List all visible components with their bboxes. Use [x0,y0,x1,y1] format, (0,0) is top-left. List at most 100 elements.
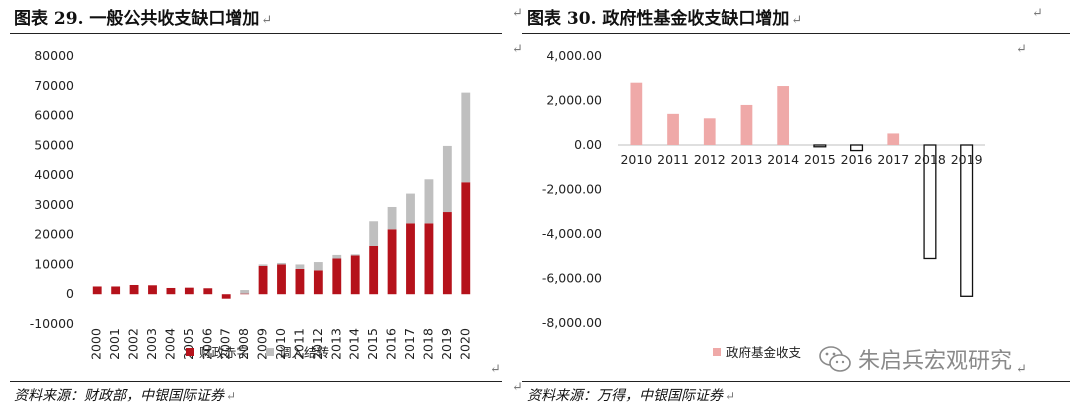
bar-调入结转-2009 [258,264,268,266]
x-tick-label: 2011 [291,328,306,360]
y-tick-label: -10000 [30,316,74,331]
x-tick-label: 2018 [914,152,946,167]
right-source-note: 资料来源：万得，中银国际证券 ↵ [527,388,736,404]
y-tick-label: 4,000.00 [546,48,602,63]
y-tick-label: 50000 [34,137,74,152]
x-tick-label: 2002 [126,328,141,360]
return-mark-icon: ↵ [512,6,523,21]
bar-调入结转-2018 [424,179,434,224]
x-tick-label: 2013 [328,328,343,360]
left-source-rule [10,381,502,382]
x-tick-label: 2020 [457,328,472,360]
x-tick-label: 2003 [144,328,159,360]
bar-2019 [960,144,974,297]
bar-2010 [630,82,643,145]
bar-财政赤字-2004 [166,287,176,295]
bar-2012 [703,118,716,145]
left-chart-title: 图表 29. 一般公共收支缺口增加 ↵ [14,9,273,29]
x-tick-label: 2017 [877,152,909,167]
bar-财政赤字-2007 [221,294,231,299]
bar-财政赤字-2001 [111,286,121,295]
bar-财政赤字-2011 [295,268,305,295]
x-tick-label: 2018 [420,328,435,360]
return-mark-icon: ↵ [512,42,523,57]
return-mark-icon: ↵ [725,389,736,403]
legend-swatch [713,348,721,356]
x-tick-label: 2010 [620,152,652,167]
x-tick-label: 2014 [767,152,799,167]
bar-调入结转-2016 [387,206,397,230]
y-tick-label: 30000 [34,197,74,212]
bar-财政赤字-2020 [461,182,471,295]
y-tick-label: 2,000.00 [546,93,602,108]
right-title-rule [522,33,1070,34]
y-tick-label: 40000 [34,167,74,182]
x-tick-label: 2009 [255,328,270,360]
x-tick-label: 2008 [236,328,251,360]
x-tick-label: 2007 [218,328,233,360]
return-mark-icon: ↵ [226,389,237,403]
y-tick-label: -4,000.00 [542,226,602,241]
return-mark-icon: ↵ [1016,42,1027,57]
x-tick-label: 2016 [384,328,399,360]
bar-调入结转-2008 [240,290,250,294]
bar-财政赤字-2008 [240,293,250,295]
bar-财政赤字-2005 [184,287,194,295]
bar-2014 [777,86,790,145]
y-tick-label: -8,000.00 [542,315,602,330]
legend-label-调入结转: 调入结转 [279,345,329,360]
return-mark-icon: ↵ [1032,6,1043,21]
bar-财政赤字-2010 [277,264,286,295]
x-tick-label: 2011 [657,152,689,167]
bar-调入结转-2012 [313,262,323,271]
bar-财政赤字-2006 [203,288,213,295]
x-tick-label: 2001 [107,328,122,360]
bar-财政赤字-2019 [442,212,452,295]
watermark: 朱启兵宏观研究 [818,343,1012,375]
bar-财政赤字-2014 [350,255,360,295]
bar-调入结转-2011 [295,264,305,269]
bar-2018 [923,144,937,260]
legend-swatch-调入结转 [266,348,274,356]
y-tick-label: 0 [66,286,74,301]
x-tick-label: 2006 [199,328,214,360]
bar-财政赤字-2016 [387,229,397,295]
x-tick-label: 2010 [273,328,288,360]
bar-财政赤字-2002 [129,284,139,295]
return-mark-icon: ↵ [261,13,273,28]
legend-swatch-财政赤字 [186,348,194,356]
y-tick-label: -6,000.00 [542,271,602,286]
y-tick-label: 10000 [34,256,74,271]
bar-财政赤字-2003 [148,285,157,295]
bar-财政赤字-2000 [92,286,102,295]
left-title-rule [10,33,502,34]
bar-财政赤字-2012 [313,270,323,295]
bar-2017 [887,133,900,145]
bar-调入结转-2017 [406,193,415,224]
bar-调入结转-2019 [442,145,452,213]
bar-财政赤字-2015 [369,245,379,295]
bar-财政赤字-2009 [258,265,268,295]
x-tick-label: 2019 [439,328,454,360]
return-mark-icon: ↵ [1016,362,1027,377]
x-tick-label: 2017 [402,328,417,360]
y-tick-label: -2,000.00 [542,182,602,197]
right-chart-title: 图表 30. 政府性基金收支缺口增加 ↵ [527,9,803,29]
x-tick-label: 2004 [162,328,177,360]
x-tick-label: 2012 [694,152,726,167]
left-chart: -10000 0 10000 20000 30000 40000 50000 60000 700… [30,48,473,360]
x-tick-label: 2019 [951,152,983,167]
bar-2013 [740,104,753,145]
y-tick-label: 80000 [34,48,74,63]
legend-label: 政府基金收支 [726,345,802,360]
x-tick-label: 2013 [731,152,763,167]
legend-label-财政赤字: 财政赤字 [199,345,249,360]
y-tick-label: 20000 [34,227,74,242]
y-tick-label: 60000 [34,108,74,123]
bar-2015 [813,144,827,148]
y-tick-label: 0.00 [574,137,602,152]
bar-调入结转-2013 [332,254,342,259]
x-tick-label: 2015 [365,328,380,360]
x-tick-label: 2014 [347,328,362,360]
bar-财政赤字-2013 [332,258,342,295]
